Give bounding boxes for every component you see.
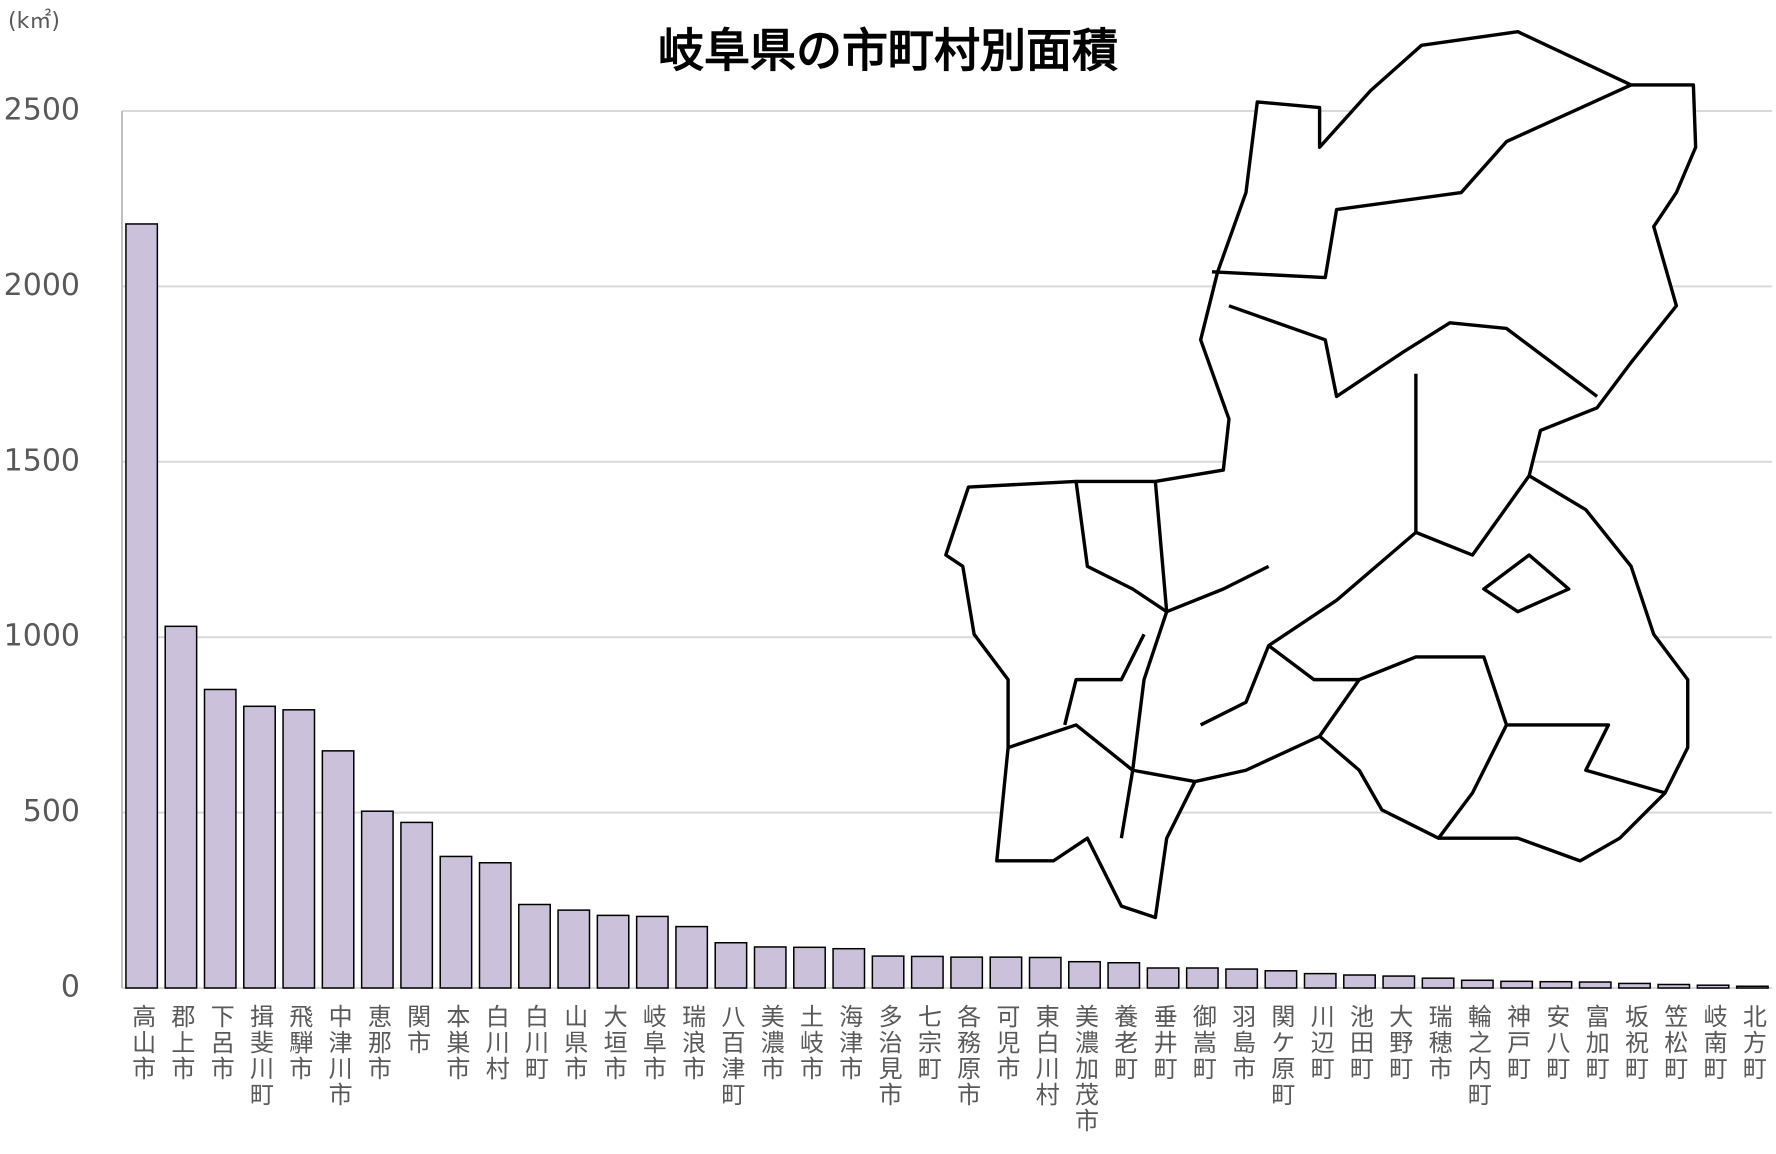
x-tick-label: 揖斐川町 <box>246 1004 274 1108</box>
bar <box>675 925 709 989</box>
x-tick-label: 中津川市 <box>324 1004 352 1108</box>
x-tick-label: 七宗町 <box>913 1004 941 1082</box>
x-tick-label: 美濃市 <box>756 1004 784 1082</box>
x-tick-label: 関ケ原町 <box>1267 1004 1295 1108</box>
bar <box>1657 983 1691 989</box>
x-tick-label: 瑞穂市 <box>1424 1004 1452 1082</box>
x-tick-label: 飛騨市 <box>285 1004 313 1082</box>
bar <box>243 705 276 989</box>
bar <box>1028 956 1062 989</box>
x-tick-label: 瑞浪市 <box>678 1004 706 1082</box>
bar <box>203 688 237 989</box>
x-tick-label: 可児市 <box>992 1004 1020 1082</box>
x-tick-label: 各務原市 <box>953 1004 981 1108</box>
x-tick-label: 神戸町 <box>1503 1004 1531 1082</box>
x-tick-label: 山県市 <box>560 1004 588 1082</box>
y-tick-label: 2000 <box>4 268 80 303</box>
x-tick-label: 郡上市 <box>167 1004 195 1082</box>
bar <box>1460 979 1494 989</box>
x-tick-label: 白川村 <box>481 1004 509 1082</box>
bar <box>871 955 905 989</box>
bar <box>1578 981 1612 989</box>
x-tick-label: 高山市 <box>128 1004 156 1082</box>
bar <box>793 946 826 989</box>
x-tick-label: 白川町 <box>521 1004 549 1082</box>
y-tick-label: 1500 <box>4 443 80 478</box>
bar <box>1303 972 1337 989</box>
y-unit: (k㎡) <box>8 8 60 34</box>
bar <box>1696 984 1730 989</box>
y-tick-label: 2500 <box>4 93 80 128</box>
bar <box>1735 985 1769 989</box>
x-tick-label: 恵那市 <box>363 1004 391 1082</box>
bar <box>714 941 748 989</box>
bar <box>125 223 159 989</box>
bar <box>164 625 198 989</box>
x-tick-label: 池田町 <box>1346 1004 1374 1082</box>
plot: 0 500 1000 1500 2000 2500 高山市 郡上市 下呂市 揖斐川町 飛騨市 中津川市… <box>4 93 1772 1134</box>
bar <box>1107 961 1141 989</box>
x-tick-label: 安八町 <box>1542 1004 1570 1082</box>
x-tick-label: 土岐市 <box>796 1004 824 1082</box>
x-tick-label: 岐南町 <box>1699 1004 1727 1082</box>
bar <box>832 947 866 989</box>
y-tick-label: 500 <box>23 794 80 829</box>
map <box>944 30 1698 920</box>
x-tick-label: 多治見市 <box>874 1004 902 1108</box>
x-tick-label: 養老町 <box>1110 1004 1138 1082</box>
bar <box>1185 967 1219 989</box>
x-tick-label: 北方町 <box>1738 1004 1766 1082</box>
x-tick-label: 関市 <box>403 1004 431 1056</box>
x-tick-label: 垂井町 <box>1149 1004 1177 1082</box>
bar <box>1068 960 1101 989</box>
bar <box>1225 968 1259 989</box>
x-tick-label: 御嵩町 <box>1188 1004 1216 1082</box>
x-tick-label: 大垣市 <box>599 1004 627 1082</box>
bar <box>635 915 669 989</box>
bar <box>1421 977 1455 989</box>
bar <box>400 821 434 989</box>
x-tick-label: 笠松町 <box>1660 1004 1688 1082</box>
bar <box>360 810 394 989</box>
bar <box>1618 982 1651 989</box>
x-tick-label: 富加町 <box>1581 1004 1609 1082</box>
x-tick-label: 本巣市 <box>442 1004 470 1082</box>
bar <box>439 855 473 989</box>
x-tick-label: 大野町 <box>1385 1004 1413 1082</box>
x-tick-label: 羽島市 <box>1228 1004 1256 1082</box>
bar <box>910 955 944 989</box>
x-tick-label: 輪之内町 <box>1463 1004 1491 1108</box>
y-tick-label: 1000 <box>4 619 80 654</box>
x-tick-label: 美濃加茂市 <box>1071 1004 1099 1134</box>
bar <box>753 946 787 989</box>
x-tick-label: 岐阜市 <box>638 1004 666 1082</box>
x-tick-label: 川辺町 <box>1306 1004 1334 1082</box>
chart-title: 岐阜県の市町村別面積 <box>658 24 1118 78</box>
x-tick-label: 八百津町 <box>717 1004 745 1108</box>
x-tick-label: 坂祝町 <box>1621 1004 1649 1082</box>
bar <box>596 914 630 989</box>
bar <box>1539 980 1573 989</box>
x-tick-label: 海津市 <box>835 1004 863 1082</box>
bar <box>1343 974 1376 989</box>
bar <box>321 750 355 989</box>
bar <box>1382 975 1416 989</box>
bar <box>518 903 551 989</box>
bar <box>950 956 984 989</box>
bar <box>1264 970 1298 989</box>
x-tick-label: 下呂市 <box>206 1004 234 1082</box>
bar <box>1500 980 1534 989</box>
bar <box>282 709 316 989</box>
bar <box>478 862 512 989</box>
bar <box>1146 967 1180 989</box>
bar <box>557 909 591 989</box>
y-tick-label: 0 <box>61 970 80 1005</box>
x-tick-label: 東白川村 <box>1031 1004 1059 1108</box>
bar <box>989 956 1023 989</box>
